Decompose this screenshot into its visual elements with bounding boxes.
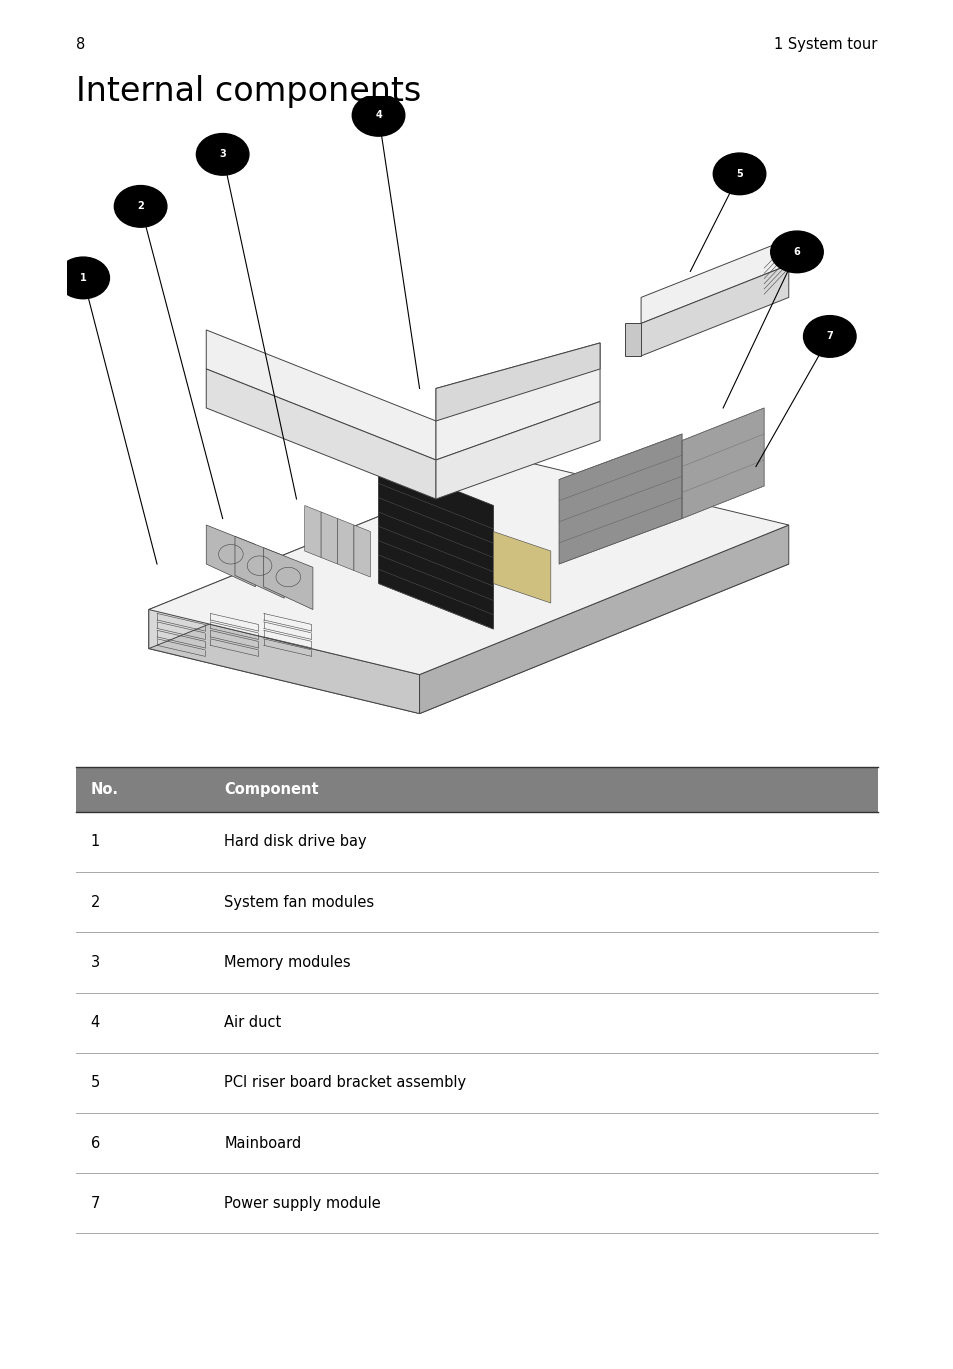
Text: Internal components: Internal components: [76, 75, 421, 108]
Polygon shape: [149, 609, 419, 713]
Polygon shape: [378, 460, 493, 630]
Text: 2: 2: [91, 895, 100, 909]
Polygon shape: [419, 526, 788, 713]
Text: 7: 7: [91, 1197, 100, 1210]
Polygon shape: [640, 266, 788, 356]
Polygon shape: [206, 526, 255, 587]
Polygon shape: [624, 323, 640, 356]
Polygon shape: [436, 344, 599, 422]
Polygon shape: [321, 512, 337, 564]
Circle shape: [57, 257, 110, 298]
Text: Hard disk drive bay: Hard disk drive bay: [224, 835, 367, 849]
Circle shape: [352, 94, 404, 136]
Text: 1 System tour: 1 System tour: [774, 37, 877, 52]
Polygon shape: [149, 460, 517, 649]
Text: No.: No.: [91, 782, 118, 797]
Polygon shape: [234, 537, 284, 598]
Text: Power supply module: Power supply module: [224, 1197, 380, 1210]
Text: 2: 2: [137, 201, 144, 211]
Polygon shape: [640, 238, 788, 323]
Polygon shape: [558, 434, 681, 564]
Text: 1: 1: [91, 835, 100, 849]
Text: System fan modules: System fan modules: [224, 895, 374, 909]
Polygon shape: [436, 344, 599, 460]
Circle shape: [802, 316, 855, 357]
Polygon shape: [149, 460, 788, 675]
Polygon shape: [354, 526, 370, 578]
Text: Air duct: Air duct: [224, 1016, 281, 1029]
Polygon shape: [493, 531, 550, 602]
Polygon shape: [206, 368, 436, 500]
Polygon shape: [149, 500, 788, 713]
Polygon shape: [263, 548, 313, 609]
Text: 6: 6: [91, 1136, 100, 1150]
Polygon shape: [681, 408, 763, 519]
Polygon shape: [206, 330, 436, 460]
Text: 6: 6: [793, 246, 800, 257]
Polygon shape: [436, 401, 599, 500]
Text: Memory modules: Memory modules: [224, 956, 351, 969]
Text: 7: 7: [825, 331, 832, 341]
Text: 3: 3: [219, 149, 226, 159]
Text: 4: 4: [91, 1016, 100, 1029]
FancyBboxPatch shape: [76, 767, 877, 812]
Text: PCI riser board bracket assembly: PCI riser board bracket assembly: [224, 1076, 466, 1090]
Text: Component: Component: [224, 782, 318, 797]
Text: Mainboard: Mainboard: [224, 1136, 301, 1150]
Text: 4: 4: [375, 111, 381, 120]
Text: 3: 3: [91, 956, 100, 969]
Circle shape: [114, 186, 167, 227]
Circle shape: [770, 231, 822, 272]
Text: 5: 5: [91, 1076, 100, 1090]
Text: 5: 5: [736, 168, 742, 179]
Text: 1: 1: [80, 272, 87, 283]
Polygon shape: [337, 519, 354, 571]
Text: 8: 8: [76, 37, 86, 52]
Circle shape: [196, 134, 249, 175]
Polygon shape: [304, 505, 321, 557]
Circle shape: [713, 153, 765, 194]
